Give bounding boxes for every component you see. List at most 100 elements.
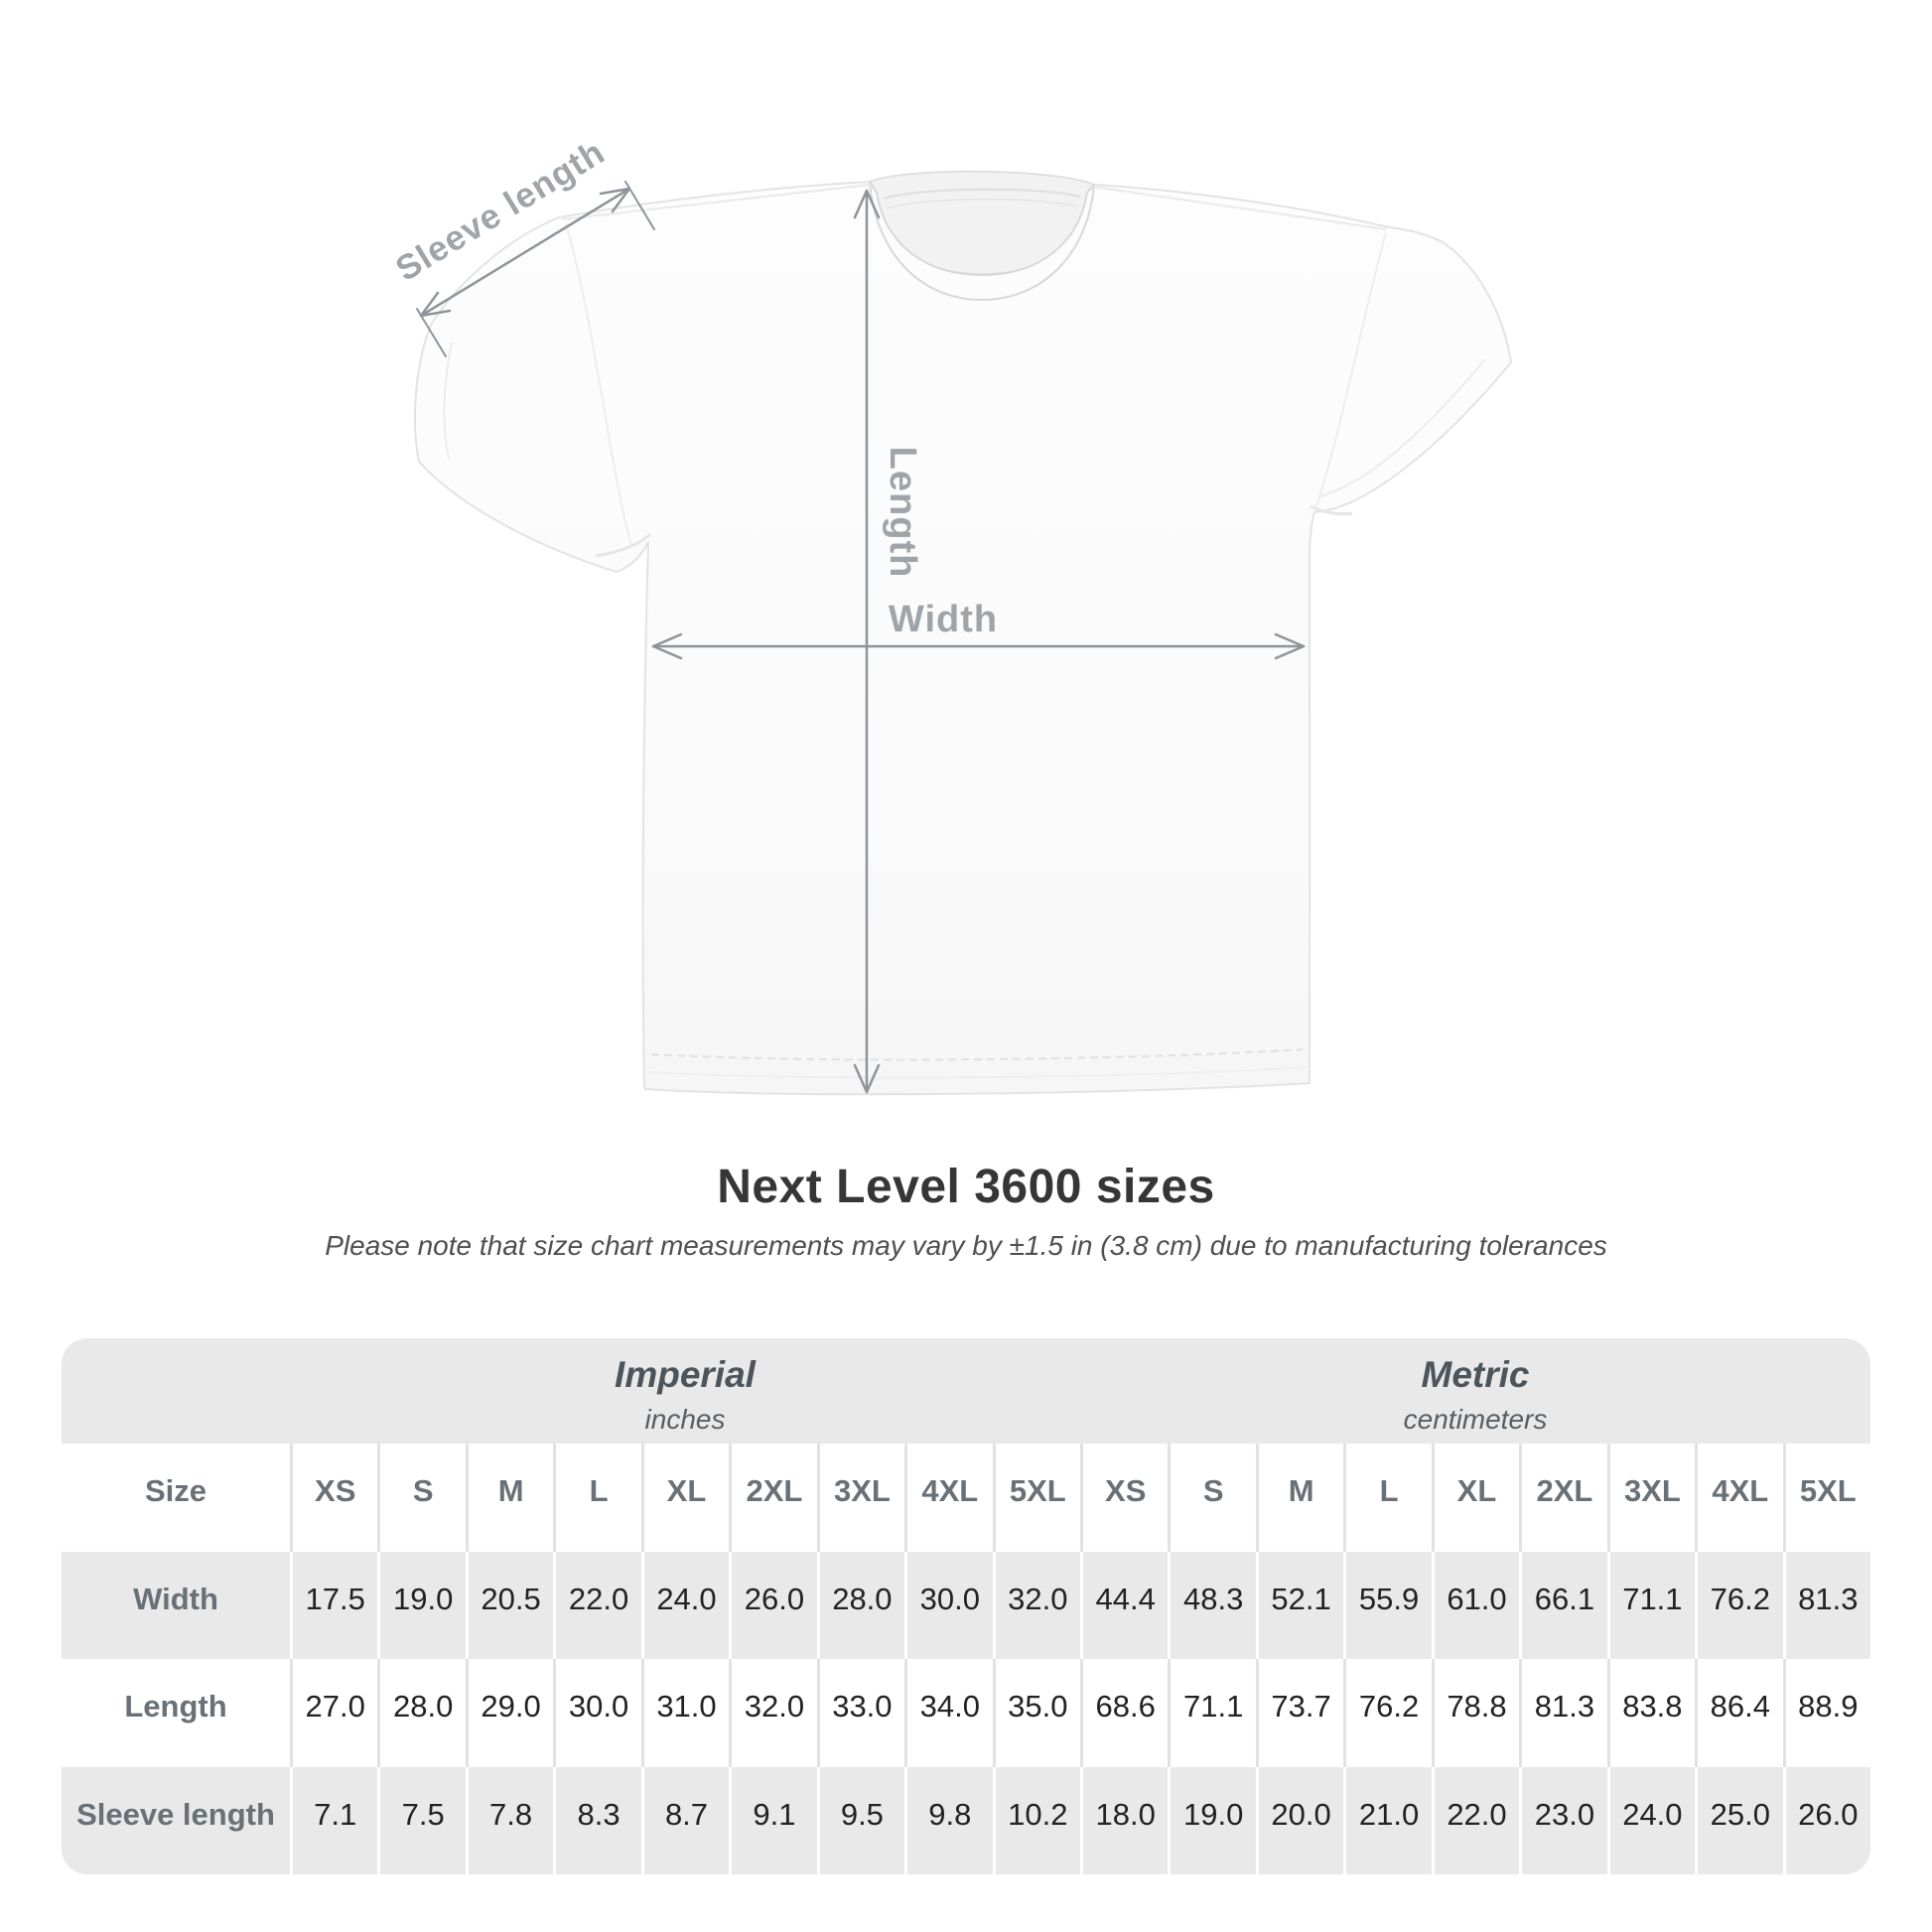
size-column-header: XS bbox=[290, 1444, 377, 1552]
measurement-value: 23.0 bbox=[1519, 1766, 1606, 1874]
armhole-seam-left bbox=[565, 222, 632, 547]
unit-sublabel: inches bbox=[644, 1404, 726, 1435]
measurement-value: 31.0 bbox=[640, 1659, 729, 1767]
size-column-header: 3XL bbox=[816, 1444, 904, 1552]
measurement-value: 32.0 bbox=[729, 1659, 816, 1767]
measurement-value: 83.8 bbox=[1606, 1659, 1695, 1767]
size-column-header: XL bbox=[640, 1444, 729, 1552]
unit-header-spacer bbox=[62, 1385, 290, 1397]
sleeve-length-arrow bbox=[416, 181, 655, 357]
row-label-width: Width bbox=[133, 1581, 218, 1616]
size-column-header: XS bbox=[1079, 1444, 1168, 1552]
measurement-value: 27.0 bbox=[290, 1659, 377, 1767]
row-label-length: Length bbox=[124, 1689, 227, 1725]
measurement-value: 9.8 bbox=[904, 1766, 992, 1874]
dimension-annotations bbox=[416, 181, 1306, 1094]
width-arrow bbox=[651, 632, 1306, 660]
measurement-value: 10.2 bbox=[992, 1766, 1080, 1874]
underarm-shade-left bbox=[595, 532, 652, 558]
measurement-value: 28.0 bbox=[816, 1551, 904, 1659]
measurement-value: 86.4 bbox=[1695, 1659, 1782, 1767]
shoulder-seam-left bbox=[561, 184, 872, 220]
measurement-value: 32.0 bbox=[992, 1551, 1080, 1659]
hem-edge bbox=[646, 1066, 1308, 1079]
measurement-value: 24.0 bbox=[640, 1551, 729, 1659]
size-header-row: Size XS S M L XL 2XL 3XL 4XL 5XL XS S M L XL 2XL 3XL 4XL… bbox=[62, 1444, 1870, 1552]
size-column-header: 3XL bbox=[1606, 1444, 1695, 1552]
measurement-value: 9.5 bbox=[816, 1766, 904, 1874]
measurement-value: 22.0 bbox=[1431, 1766, 1519, 1874]
tshirt-collar bbox=[869, 181, 1095, 301]
measurement-value: 20.0 bbox=[1255, 1766, 1343, 1874]
size-column-header: M bbox=[1255, 1444, 1343, 1552]
tshirt-diagram: Sleeve length Length Width bbox=[389, 132, 1512, 1096]
measurement-value: 29.0 bbox=[465, 1659, 553, 1767]
measurement-value: 8.3 bbox=[553, 1766, 640, 1874]
measurement-value: 34.0 bbox=[904, 1659, 992, 1767]
underarm-shade-right bbox=[1310, 504, 1353, 516]
measurement-value: 33.0 bbox=[816, 1659, 904, 1767]
sleeve-stitch-right bbox=[1319, 358, 1486, 497]
measurement-value: 81.3 bbox=[1782, 1551, 1870, 1659]
sleeve-stitch-left bbox=[443, 342, 453, 460]
measurement-value: 17.5 bbox=[290, 1551, 377, 1659]
measurement-value: 28.0 bbox=[377, 1659, 465, 1767]
measurement-value: 73.7 bbox=[1255, 1659, 1343, 1767]
measurement-value: 88.9 bbox=[1782, 1659, 1870, 1767]
measurement-value: 20.5 bbox=[465, 1551, 553, 1659]
collar-stitch bbox=[886, 198, 1078, 209]
measurement-value: 19.0 bbox=[377, 1551, 465, 1659]
size-column-header: XL bbox=[1431, 1444, 1519, 1552]
table-row-width: Width 17.5 19.0 20.5 22.0 24.0 26.0 28.0 30.0 32… bbox=[62, 1551, 1870, 1659]
measurement-value: 30.0 bbox=[904, 1551, 992, 1659]
tolerance-note: Please note that size chart measurements… bbox=[325, 1230, 1607, 1261]
measurement-value: 7.8 bbox=[465, 1766, 553, 1874]
measurement-value: 68.6 bbox=[1079, 1659, 1168, 1767]
unit-header-row: Imperial inches Metric centimeters bbox=[62, 1338, 1870, 1444]
page-title: Next Level 3600 sizes bbox=[717, 1161, 1215, 1213]
measurement-value: 26.0 bbox=[1782, 1766, 1870, 1874]
size-table: Imperial inches Metric centimeters Size … bbox=[62, 1338, 1870, 1874]
measurement-value: 22.0 bbox=[553, 1551, 640, 1659]
measurement-value: 76.2 bbox=[1343, 1659, 1431, 1767]
measurement-value: 19.0 bbox=[1168, 1766, 1255, 1874]
measurement-value: 25.0 bbox=[1695, 1766, 1782, 1874]
measurement-value: 7.5 bbox=[377, 1766, 465, 1874]
measurement-value: 48.3 bbox=[1168, 1551, 1255, 1659]
unit-name: Metric bbox=[1421, 1354, 1530, 1395]
measurement-value: 24.0 bbox=[1606, 1766, 1695, 1874]
measurement-value: 26.0 bbox=[729, 1551, 816, 1659]
table-row-sleeve-length: Sleeve length 7.1 7.5 7.8 8.3 8.7 9.1 9.5 9.8 10… bbox=[62, 1766, 1870, 1874]
measurement-value: 8.7 bbox=[640, 1766, 729, 1874]
hem-stitch bbox=[650, 1048, 1304, 1061]
tshirt-body bbox=[414, 170, 1512, 1096]
shoulder-seam-right bbox=[1092, 186, 1387, 230]
measurement-value: 35.0 bbox=[992, 1659, 1080, 1767]
size-column-header: 2XL bbox=[729, 1444, 816, 1552]
size-column-header: 5XL bbox=[1782, 1444, 1870, 1552]
measurement-value: 71.1 bbox=[1606, 1551, 1695, 1659]
measurement-value: 81.3 bbox=[1519, 1659, 1606, 1767]
measurement-value: 18.0 bbox=[1079, 1766, 1168, 1874]
armhole-seam-right bbox=[1315, 231, 1387, 507]
measurement-value: 55.9 bbox=[1343, 1551, 1431, 1659]
measurement-value: 76.2 bbox=[1695, 1551, 1782, 1659]
size-column-header: L bbox=[553, 1444, 640, 1552]
measurement-value: 30.0 bbox=[553, 1659, 640, 1767]
measurement-value: 66.1 bbox=[1519, 1551, 1606, 1659]
table-row-length: Length 27.0 28.0 29.0 30.0 31.0 32.0 33.0 34.0 3… bbox=[62, 1659, 1870, 1767]
measurement-value: 7.1 bbox=[290, 1766, 377, 1874]
size-column-header: 4XL bbox=[904, 1444, 992, 1552]
size-column-header: 4XL bbox=[1695, 1444, 1782, 1552]
size-column-header: S bbox=[377, 1444, 465, 1552]
unit-name: Imperial bbox=[615, 1354, 756, 1395]
heading-block: Next Level 3600 sizes Please note that s… bbox=[0, 1160, 1932, 1262]
collar-stitch bbox=[883, 188, 1081, 200]
size-column-header: M bbox=[465, 1444, 553, 1552]
length-label: Length bbox=[882, 447, 923, 579]
tshirt-graphic bbox=[414, 170, 1512, 1096]
size-column-header: 2XL bbox=[1519, 1444, 1606, 1552]
measurement-value: 9.1 bbox=[729, 1766, 816, 1874]
size-column-header: S bbox=[1168, 1444, 1255, 1552]
